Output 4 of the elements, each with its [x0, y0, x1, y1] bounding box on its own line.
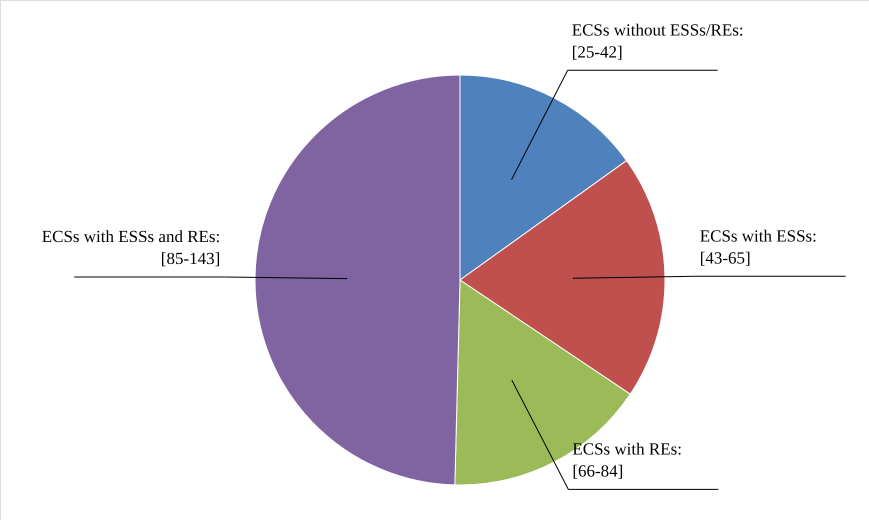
slice-label: ECSs with ESSs: [43-65]: [700, 226, 817, 268]
slice-label: ECSs with REs: [66-84]: [572, 439, 682, 480]
slice-label: ECSs with ESSs and REs: [85-143]: [42, 227, 220, 268]
slice-label: ECSs without ESSs/REs: [25-42]: [572, 20, 744, 62]
